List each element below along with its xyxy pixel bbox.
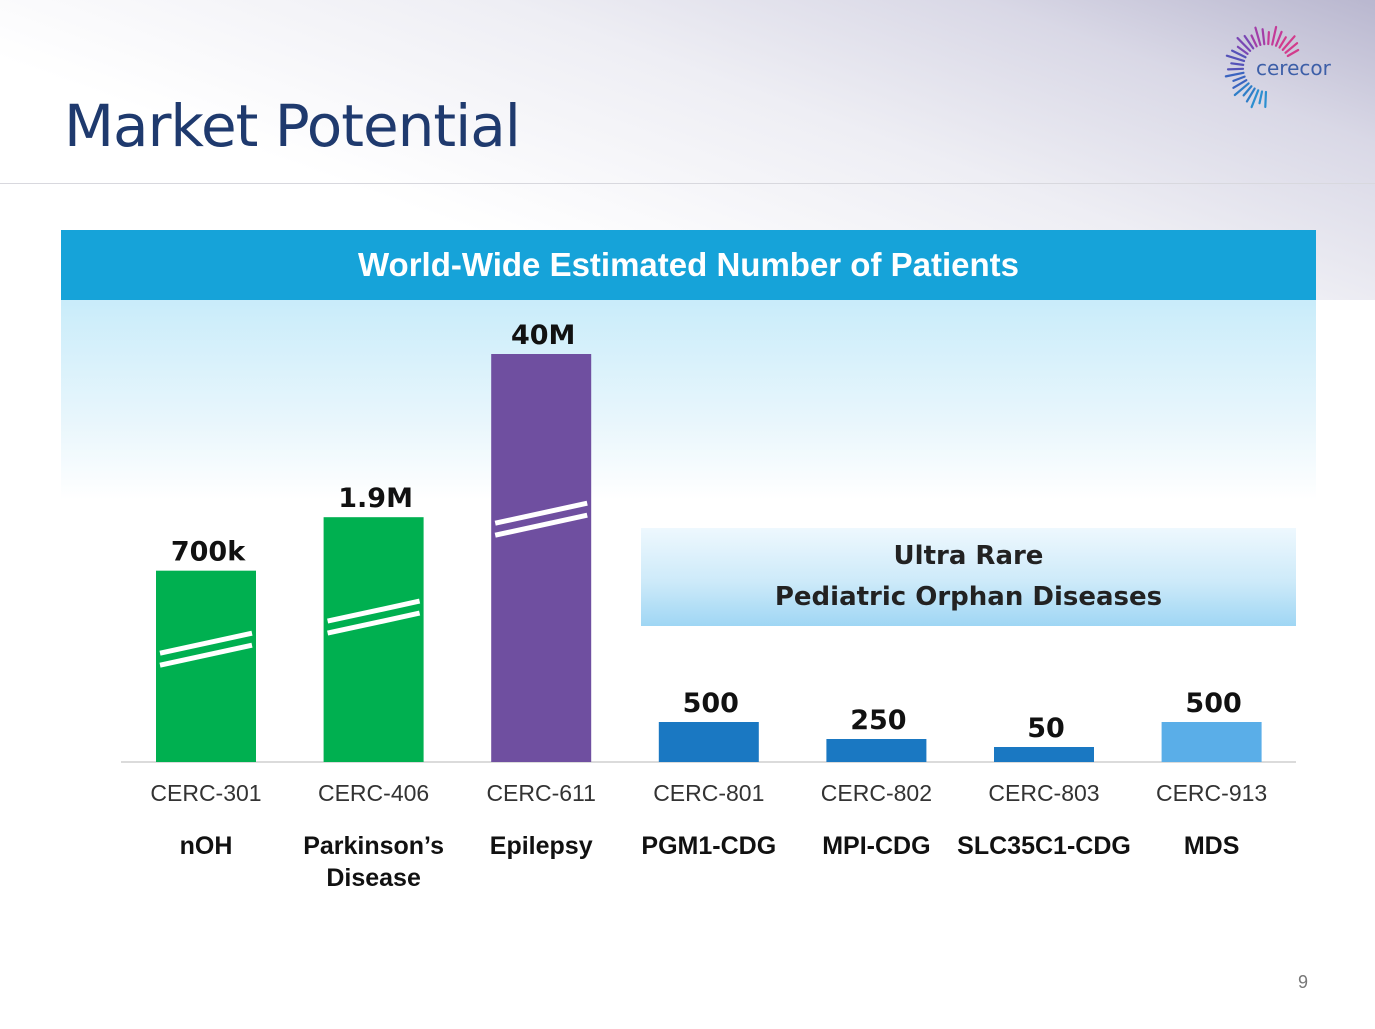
logo-ray (1258, 90, 1264, 105)
ultra-rare-line2: Pediatric Orphan Diseases (774, 582, 1163, 612)
logo-ray (1245, 87, 1256, 103)
bar (323, 517, 424, 762)
axis-break-mark (494, 512, 588, 538)
bar (994, 747, 1094, 762)
logo-ray (1271, 25, 1278, 46)
axis-break-mark (159, 642, 253, 668)
indication-label: Epilepsy (490, 832, 593, 860)
axis-break-mark (159, 630, 253, 656)
ultra-rare-callout: Ultra Rare Pediatric Orphan Diseases (641, 528, 1296, 626)
logo-ray (1281, 35, 1296, 51)
cerecor-logo-icon (1224, 25, 1300, 109)
logo-ray (1254, 26, 1262, 47)
logo-ray (1225, 54, 1246, 63)
chart-title-banner: World-Wide Estimated Number of Patients (61, 230, 1316, 300)
logo-ray (1232, 75, 1246, 83)
logo-ray (1236, 36, 1252, 52)
category-tick-label: CERC-801 (653, 780, 764, 806)
data-label: 1.9M (338, 483, 413, 514)
logo-ray (1250, 89, 1260, 109)
indication-label: Parkinson’s (303, 832, 444, 860)
indication-label: MDS (1184, 832, 1240, 860)
category-tick-label: CERC-802 (821, 780, 932, 806)
logo-ray (1250, 34, 1258, 48)
logo-ray (1242, 85, 1253, 97)
bar (658, 722, 759, 762)
logo-text: cerecor (1256, 56, 1331, 80)
logo-ray (1233, 82, 1250, 97)
data-label: 500 (1185, 688, 1241, 719)
logo-ray (1232, 79, 1248, 89)
page-number: 9 (1298, 972, 1309, 992)
title-divider (0, 183, 1375, 184)
logo-ray (1284, 42, 1299, 54)
bar (1161, 722, 1262, 762)
category-tick-label: CERC-611 (486, 780, 596, 806)
indication-label: MPI-CDG (822, 832, 930, 860)
logo-ray (1226, 67, 1245, 71)
logo-ray (1278, 36, 1287, 49)
logo-ray (1236, 45, 1249, 55)
indication-label: PGM1-CDG (641, 832, 776, 860)
logo-ray (1267, 30, 1270, 46)
axis-break-mark (327, 610, 421, 636)
data-label: 40M (511, 320, 575, 351)
indication-label: SLC35C1-CDG (957, 832, 1131, 860)
bar (491, 354, 592, 762)
axis-break-mark (494, 500, 588, 526)
page-title: Market Potential (64, 92, 521, 160)
ultra-rare-line1: Ultra Rare (893, 541, 1044, 571)
data-label: 250 (850, 705, 906, 736)
bar (826, 739, 927, 762)
bar (156, 570, 256, 762)
logo-ray (1230, 62, 1245, 66)
logo-ray (1224, 71, 1245, 78)
category-tick-label: CERC-913 (1156, 780, 1267, 806)
logo-ray (1243, 34, 1255, 50)
logo-ray (1264, 90, 1268, 109)
data-label: 700k (171, 537, 246, 568)
data-label: 50 (1027, 713, 1065, 744)
category-tick-label: CERC-803 (988, 780, 1099, 806)
banner-gradient (61, 300, 1316, 500)
logo-ray (1230, 49, 1247, 59)
category-tick-label: CERC-406 (318, 780, 429, 806)
logo-ray (1286, 48, 1300, 58)
logo-ray (1274, 30, 1283, 47)
axis-break-mark (327, 598, 421, 624)
indication-label: nOH (180, 832, 233, 860)
logo-ray (1261, 28, 1266, 46)
data-label: 500 (683, 688, 739, 719)
category-tick-label: CERC-301 (150, 780, 261, 806)
indication-label: Disease (326, 864, 421, 892)
